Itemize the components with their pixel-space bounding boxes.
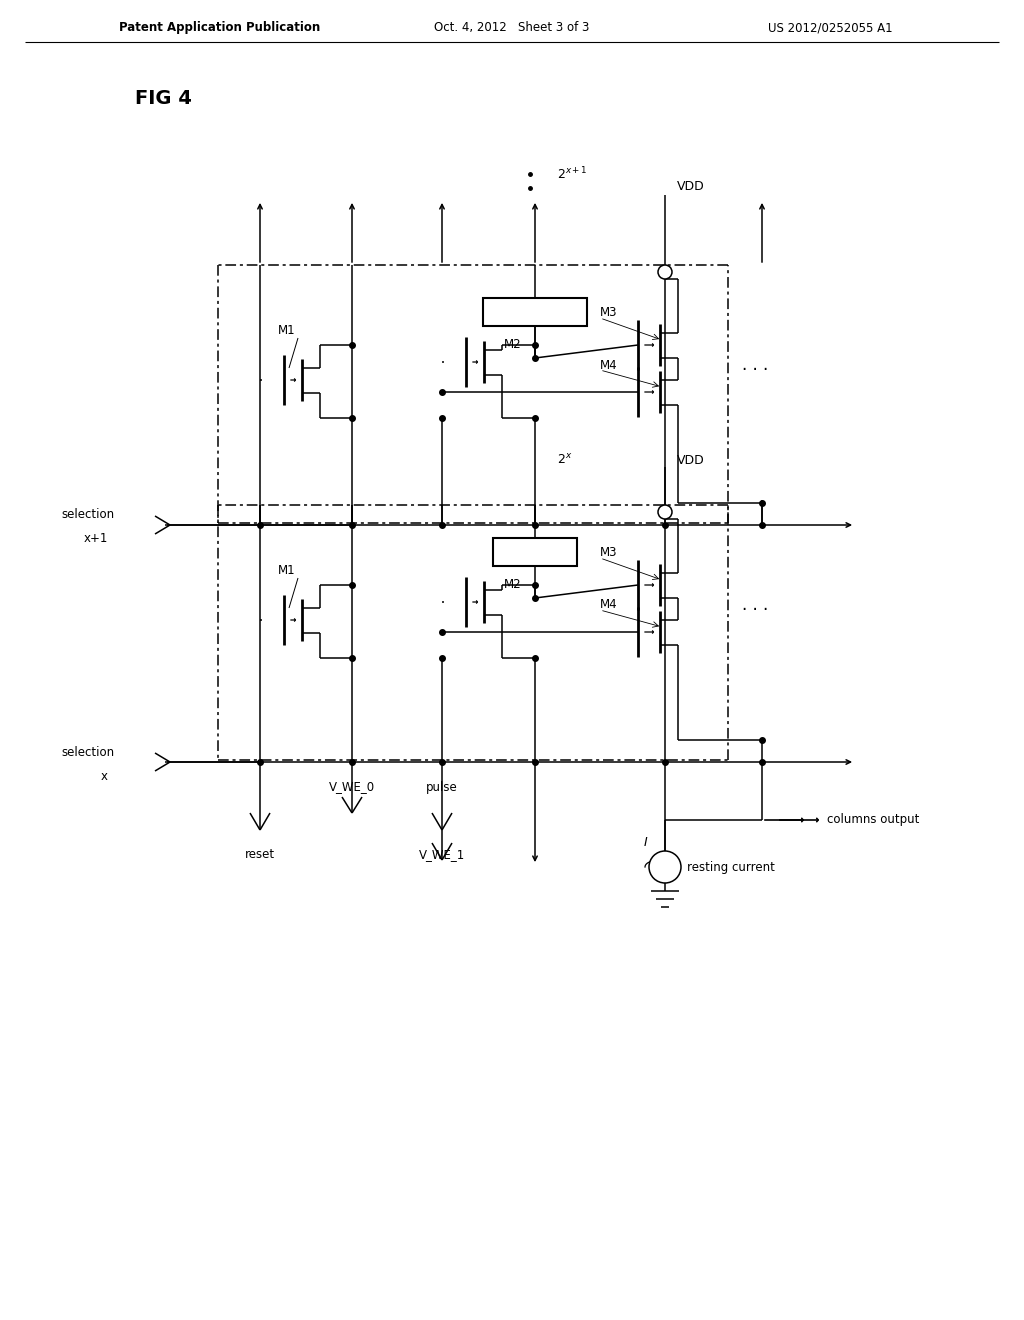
Text: M1: M1	[278, 323, 296, 337]
Text: V_WE_0: V_WE_0	[329, 780, 375, 793]
Text: x+1: x+1	[84, 532, 108, 545]
Text: reset: reset	[245, 849, 275, 862]
Text: pulse: pulse	[426, 780, 458, 793]
FancyBboxPatch shape	[493, 539, 577, 566]
Text: VDD: VDD	[677, 454, 705, 466]
FancyBboxPatch shape	[483, 298, 587, 326]
Text: $2^{x+1}$: $2^{x+1}$	[557, 166, 588, 182]
Text: M2: M2	[504, 338, 521, 351]
Text: V_WE_1: V_WE_1	[419, 849, 465, 862]
Text: x: x	[101, 770, 108, 783]
Text: $2^{x}$: $2^{x}$	[557, 453, 572, 467]
Text: selection: selection	[61, 746, 115, 759]
Text: . . .: . . .	[742, 356, 768, 374]
Text: resting current: resting current	[687, 861, 775, 874]
Text: M3: M3	[600, 305, 617, 318]
Text: FIG 4: FIG 4	[135, 88, 191, 107]
Text: VDD: VDD	[677, 181, 705, 194]
Text: WEX: WEX	[521, 545, 549, 558]
Text: M3: M3	[600, 545, 617, 558]
Text: WEX+1: WEX+1	[513, 305, 557, 318]
Text: Patent Application Publication: Patent Application Publication	[120, 21, 321, 34]
Text: . . .: . . .	[742, 597, 768, 614]
Circle shape	[658, 265, 672, 279]
Text: Oct. 4, 2012   Sheet 3 of 3: Oct. 4, 2012 Sheet 3 of 3	[434, 21, 590, 34]
Text: M1: M1	[278, 564, 296, 577]
Text: I: I	[643, 837, 647, 850]
Text: US 2012/0252055 A1: US 2012/0252055 A1	[768, 21, 892, 34]
Circle shape	[658, 506, 672, 519]
Circle shape	[649, 851, 681, 883]
Text: selection: selection	[61, 508, 115, 521]
Text: columns output: columns output	[827, 813, 920, 826]
Text: M4: M4	[600, 359, 617, 371]
Text: M4: M4	[600, 598, 617, 611]
Text: M2: M2	[504, 578, 521, 590]
